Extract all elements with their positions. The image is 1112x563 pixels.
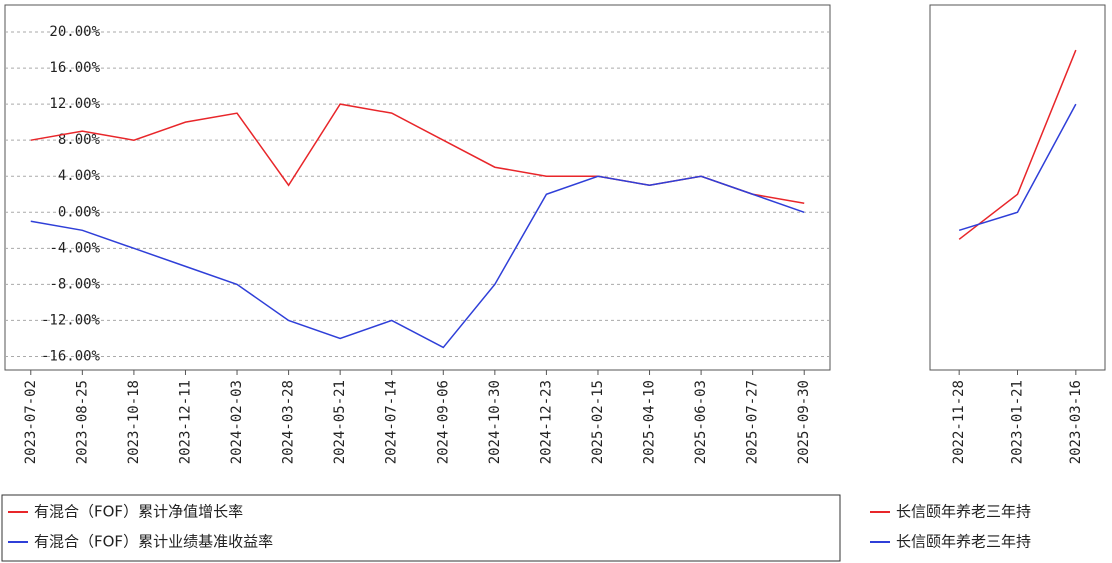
legend-frame <box>1 494 841 562</box>
x-tick-label: 2024-05-21 <box>332 380 348 464</box>
legend-label: 长信颐年养老三年持 <box>896 533 1031 551</box>
x-tick-label: 2023-10-18 <box>126 380 142 464</box>
x-tick-label: 2023-07-02 <box>23 380 39 464</box>
x-tick-label: 2024-02-03 <box>229 380 245 464</box>
y-tick-label: -4.00% <box>49 240 100 256</box>
plot-frame <box>929 4 1106 371</box>
plot-frame <box>4 4 831 371</box>
y-tick-label: -12.00% <box>41 312 101 328</box>
y-tick-label: 0.00% <box>58 204 101 220</box>
x-tick-label: 2025-02-15 <box>590 380 606 464</box>
y-tick-label: 8.00% <box>58 132 101 148</box>
x-tick-label: 2023-08-25 <box>74 380 90 464</box>
legend-label: 长信颐年养老三年持 <box>896 503 1031 521</box>
x-tick-label: 2024-12-23 <box>538 380 554 464</box>
series-line <box>30 103 805 205</box>
x-tick-label: 2024-03-28 <box>281 380 297 464</box>
y-tick-label: -8.00% <box>49 276 100 292</box>
x-tick-label: 2025-06-03 <box>693 380 709 464</box>
y-tick-label: 12.00% <box>49 96 100 112</box>
series-line <box>30 175 805 349</box>
x-tick-label: 2024-09-06 <box>435 380 451 464</box>
y-tick-label: -16.00% <box>41 348 101 364</box>
x-tick-label: 2022-11-28 <box>951 380 967 464</box>
legend-label: 有混合（FOF）累计业绩基准收益率 <box>34 533 273 551</box>
y-tick-label: 16.00% <box>49 60 100 76</box>
x-tick-label: 2023-12-11 <box>177 380 193 464</box>
x-tick-label: 2023-01-21 <box>1010 380 1026 464</box>
series-line <box>958 103 1077 232</box>
x-tick-label: 2025-09-30 <box>796 380 812 464</box>
x-tick-label: 2024-10-30 <box>487 380 503 464</box>
legend-label: 有混合（FOF）累计净值增长率 <box>34 503 243 521</box>
x-tick-label: 2023-03-16 <box>1068 380 1084 464</box>
y-tick-label: 20.00% <box>49 24 100 40</box>
x-tick-label: 2025-04-10 <box>642 380 658 464</box>
y-tick-label: 4.00% <box>58 168 101 184</box>
x-tick-label: 2025-07-27 <box>745 380 761 464</box>
x-tick-label: 2024-07-14 <box>384 380 400 464</box>
